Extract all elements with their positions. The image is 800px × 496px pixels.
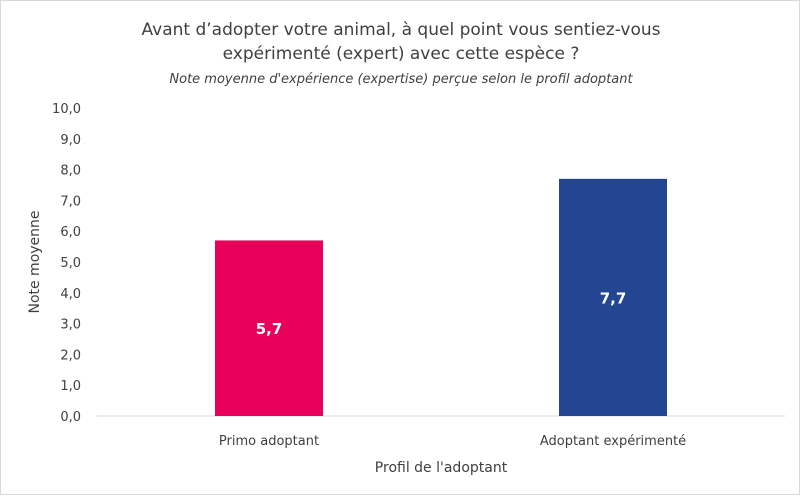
y-tick-label: 6,0 (60, 225, 81, 240)
y-tick-label: 5,0 (60, 256, 81, 271)
y-tick-label: 0,0 (60, 410, 81, 425)
x-axis-title: Profil de l'adoptant (375, 460, 508, 476)
bar-data-label-2: 7,7 (600, 289, 627, 307)
x-axis-ticks: Primo adoptant Adoptant expérimenté (219, 434, 686, 449)
y-axis-ticks: 0,0 1,0 2,0 3,0 4,0 5,0 6,0 7,0 8,0 9,0 10,0 (52, 102, 81, 425)
y-tick-label: 10,0 (52, 102, 81, 117)
chart-subtitle: Note moyenne d'expérience (expertise) pe… (169, 72, 633, 87)
y-tick-label: 1,0 (60, 379, 81, 394)
y-tick-label: 2,0 (60, 348, 81, 363)
bar-2 (559, 178, 667, 416)
x-category-label: Primo adoptant (219, 434, 319, 449)
y-axis-title: Note moyenne (27, 210, 43, 313)
y-tick-label: 9,0 (60, 133, 81, 148)
y-tick-label: 3,0 (60, 318, 81, 333)
bars: 5,7 7,7 (215, 178, 667, 416)
x-category-label: Adoptant expérimenté (540, 434, 686, 449)
chart-title-line-2: expérimenté (expert) avec cette espèce ? (223, 44, 580, 64)
bar-data-label-1: 5,7 (256, 320, 283, 338)
chart-title-line-1: Avant d’adopter votre animal, à quel poi… (142, 20, 661, 40)
y-tick-label: 8,0 (60, 164, 81, 179)
y-tick-label: 4,0 (60, 287, 81, 302)
y-tick-label: 7,0 (60, 194, 81, 209)
bar-1 (215, 240, 323, 416)
